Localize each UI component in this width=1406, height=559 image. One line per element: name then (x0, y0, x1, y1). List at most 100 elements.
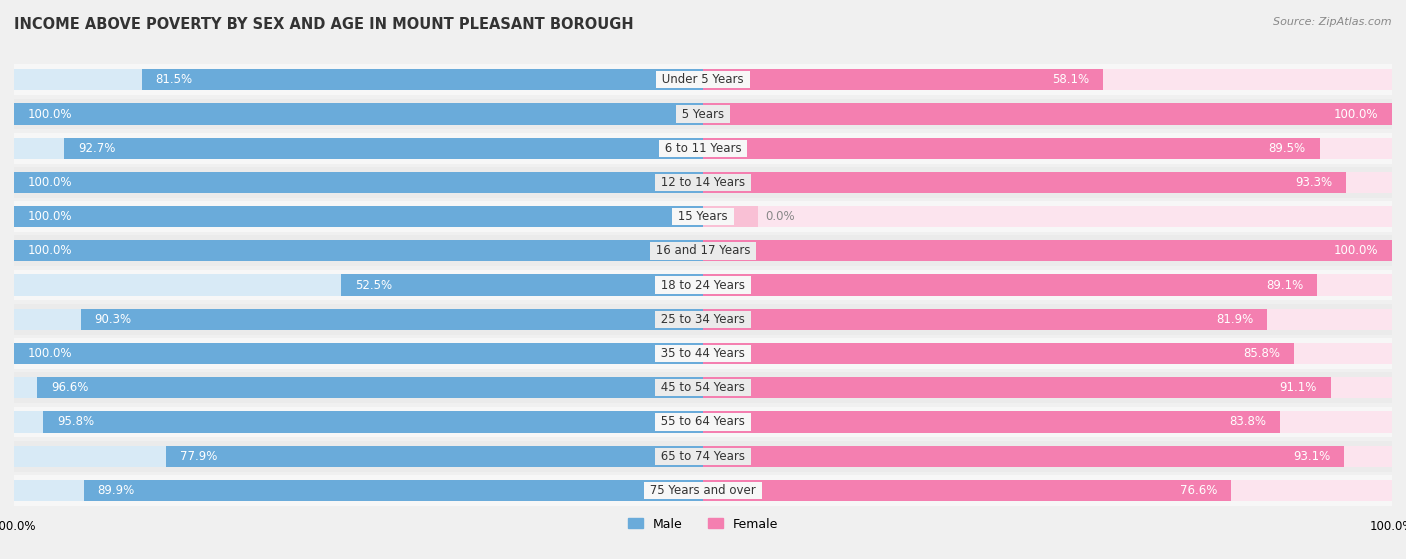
Bar (14, 475, 1392, 506)
Text: Source: ZipAtlas.com: Source: ZipAtlas.com (1274, 17, 1392, 27)
Bar (14, 172, 703, 193)
Text: 100.0%: 100.0% (28, 244, 72, 257)
Bar (703, 138, 1392, 159)
Text: 83.8%: 83.8% (1230, 415, 1267, 428)
Text: 75 Years and over: 75 Years and over (647, 484, 759, 497)
Text: INCOME ABOVE POVERTY BY SEX AND AGE IN MOUNT PLEASANT BOROUGH: INCOME ABOVE POVERTY BY SEX AND AGE IN M… (14, 17, 634, 32)
Text: 81.9%: 81.9% (1216, 313, 1254, 326)
Bar (703, 480, 1230, 501)
Text: 6 to 11 Years: 6 to 11 Years (661, 142, 745, 155)
Bar (14, 172, 703, 193)
Text: 95.8%: 95.8% (56, 415, 94, 428)
Bar (14, 446, 703, 467)
Text: 91.1%: 91.1% (1279, 381, 1317, 394)
Text: 16 and 17 Years: 16 and 17 Years (652, 244, 754, 257)
Text: 93.3%: 93.3% (1295, 176, 1331, 189)
Text: 55 to 64 Years: 55 to 64 Years (657, 415, 749, 428)
Bar (14, 206, 703, 228)
Bar (703, 343, 1392, 364)
Text: 100.0%: 100.0% (28, 176, 72, 189)
Text: 85.8%: 85.8% (1243, 347, 1281, 360)
Text: 96.6%: 96.6% (51, 381, 89, 394)
Bar (14, 240, 703, 262)
Bar (166, 446, 703, 467)
Text: 25 to 34 Years: 25 to 34 Years (657, 313, 749, 326)
Bar (703, 240, 1392, 262)
Bar (14, 64, 1392, 95)
Bar (14, 103, 703, 125)
Text: 81.5%: 81.5% (155, 73, 193, 86)
Text: 100.0%: 100.0% (28, 210, 72, 223)
Bar (14, 480, 703, 501)
Bar (14, 167, 1392, 198)
Bar (703, 274, 1392, 296)
Bar (14, 103, 703, 125)
Bar (703, 103, 1392, 125)
Bar (14, 201, 1392, 232)
Bar (14, 338, 1392, 369)
Bar (703, 69, 1392, 91)
Text: 52.5%: 52.5% (356, 278, 392, 292)
Text: 89.5%: 89.5% (1268, 142, 1306, 155)
Text: 18 to 24 Years: 18 to 24 Years (657, 278, 749, 292)
Text: 12 to 14 Years: 12 to 14 Years (657, 176, 749, 189)
Text: 92.7%: 92.7% (79, 142, 115, 155)
Bar (14, 235, 1392, 266)
Bar (14, 440, 1392, 472)
Bar (703, 240, 1392, 262)
Bar (14, 138, 703, 159)
Text: 45 to 54 Years: 45 to 54 Years (657, 381, 749, 394)
Bar (14, 269, 1392, 301)
Text: 0.0%: 0.0% (765, 210, 794, 223)
Bar (14, 377, 703, 399)
Bar (703, 377, 1392, 399)
Bar (703, 138, 1320, 159)
Bar (65, 138, 703, 159)
Text: 77.9%: 77.9% (180, 449, 218, 463)
Bar (703, 411, 1281, 433)
Bar (14, 304, 1392, 335)
Bar (703, 309, 1267, 330)
Bar (14, 406, 1392, 437)
Text: 89.1%: 89.1% (1265, 278, 1303, 292)
Text: Under 5 Years: Under 5 Years (658, 73, 748, 86)
Bar (703, 377, 1330, 399)
Bar (82, 309, 703, 330)
Text: 5 Years: 5 Years (678, 107, 728, 121)
Bar (703, 103, 1392, 125)
Bar (14, 69, 703, 91)
Bar (703, 309, 1392, 330)
Bar (14, 343, 703, 364)
Text: 65 to 74 Years: 65 to 74 Years (657, 449, 749, 463)
Text: 100.0%: 100.0% (1334, 107, 1378, 121)
Text: 100.0%: 100.0% (28, 107, 72, 121)
Bar (83, 480, 703, 501)
Bar (14, 274, 703, 296)
Bar (14, 240, 703, 262)
Text: 93.1%: 93.1% (1294, 449, 1330, 463)
Bar (703, 172, 1346, 193)
Legend: Male, Female: Male, Female (623, 513, 783, 536)
Bar (703, 274, 1317, 296)
Text: 76.6%: 76.6% (1180, 484, 1218, 497)
Bar (14, 206, 703, 228)
Bar (703, 446, 1392, 467)
Bar (14, 133, 1392, 164)
Bar (14, 309, 703, 330)
Bar (14, 411, 703, 433)
Bar (44, 411, 703, 433)
Bar (14, 98, 1392, 130)
Bar (14, 343, 703, 364)
Bar (142, 69, 703, 91)
Text: 90.3%: 90.3% (94, 313, 132, 326)
Text: 58.1%: 58.1% (1052, 73, 1090, 86)
Bar (703, 206, 758, 228)
Bar (703, 343, 1294, 364)
Text: 89.9%: 89.9% (97, 484, 135, 497)
Bar (703, 446, 1344, 467)
Bar (342, 274, 703, 296)
Bar (703, 172, 1392, 193)
Text: 100.0%: 100.0% (1334, 244, 1378, 257)
Bar (703, 480, 1392, 501)
Bar (14, 372, 1392, 403)
